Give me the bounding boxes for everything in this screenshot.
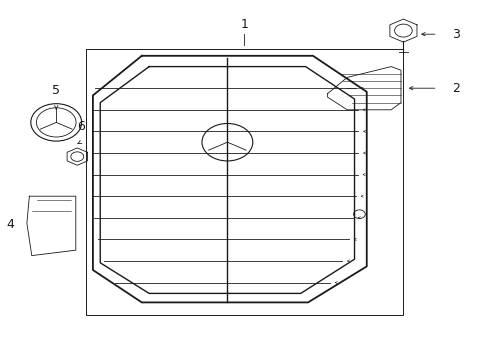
Text: 1: 1 xyxy=(240,18,248,31)
Text: 5: 5 xyxy=(52,84,60,97)
Text: 4: 4 xyxy=(7,219,15,231)
Text: 6: 6 xyxy=(77,120,84,133)
Bar xyxy=(85,49,403,315)
Text: 3: 3 xyxy=(451,28,459,41)
Text: 2: 2 xyxy=(451,82,459,95)
